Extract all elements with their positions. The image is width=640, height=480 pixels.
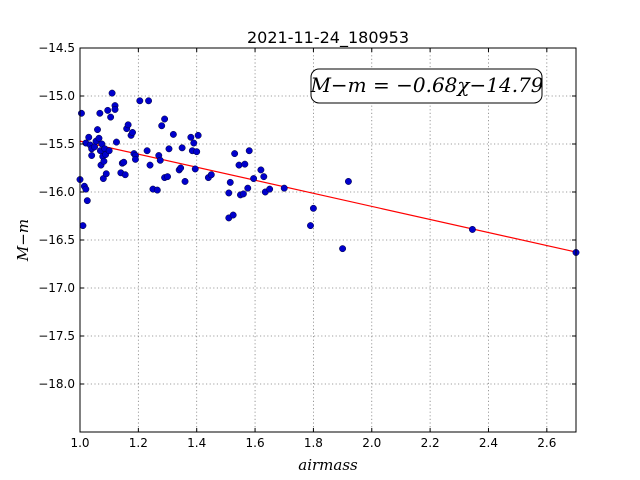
data-point <box>339 245 347 253</box>
data-point <box>79 222 87 230</box>
data-point <box>257 166 265 174</box>
data-point <box>165 145 173 153</box>
data-point <box>226 178 234 186</box>
data-point <box>207 171 215 179</box>
data-point <box>85 133 93 141</box>
data-point <box>235 161 243 169</box>
data-point <box>88 152 96 159</box>
data-point <box>153 186 161 194</box>
data-point <box>121 171 129 179</box>
data-point <box>250 175 258 183</box>
data-point <box>145 97 153 105</box>
data-point <box>161 115 169 123</box>
data-point <box>96 109 104 117</box>
data-point <box>225 189 233 197</box>
data-point <box>82 185 90 193</box>
annotation-box-border <box>310 68 543 104</box>
data-point <box>280 184 288 192</box>
x-tick-label: 1.6 <box>246 436 265 450</box>
data-point <box>266 185 274 193</box>
data-point <box>136 97 144 105</box>
data-point <box>108 89 116 97</box>
y-tick-label: −15.5 <box>38 137 75 151</box>
data-point <box>146 161 154 169</box>
data-point <box>131 155 139 163</box>
data-point <box>129 129 136 136</box>
x-tick-label: 1.8 <box>304 436 323 450</box>
data-point <box>100 157 108 165</box>
data-point <box>164 173 171 181</box>
data-point <box>239 190 247 198</box>
data-point <box>309 204 317 212</box>
data-point <box>78 109 85 117</box>
x-tick-label: 1.0 <box>70 436 89 450</box>
data-point <box>143 147 151 155</box>
data-point <box>83 197 91 205</box>
y-tick-label: −14.5 <box>38 41 75 55</box>
data-point <box>111 105 119 113</box>
data-point <box>113 138 120 146</box>
data-point <box>241 160 249 168</box>
data-point <box>260 173 268 181</box>
grid-layer <box>80 48 576 432</box>
data-point <box>190 139 198 147</box>
data-point <box>124 121 132 129</box>
data-point <box>177 164 185 172</box>
y-tick-label: −17.0 <box>38 281 75 295</box>
x-tick-label: 1.4 <box>187 436 206 450</box>
data-point <box>156 156 164 164</box>
data-point <box>468 225 476 233</box>
data-point <box>244 184 252 192</box>
data-point <box>344 177 352 185</box>
x-tick-label: 2.2 <box>421 436 440 450</box>
y-tick-label: −16.0 <box>38 185 75 199</box>
data-point <box>104 106 112 114</box>
fit-equation: M−m = −0.68χ−14.79 <box>309 73 543 97</box>
chart-title: 2021-11-24_180953 <box>247 28 409 48</box>
data-point <box>105 147 113 155</box>
data-point <box>231 150 239 158</box>
data-point <box>191 165 199 173</box>
y-axis-label: M−m <box>14 219 32 262</box>
data-point <box>194 131 202 139</box>
x-tick-label: 1.2 <box>129 436 148 450</box>
data-point <box>94 126 101 134</box>
x-tick-label: 2.4 <box>479 436 498 450</box>
data-point <box>91 143 99 151</box>
data-point <box>169 130 177 138</box>
data-point <box>187 133 195 141</box>
data-point <box>229 211 237 219</box>
data-point <box>307 222 314 230</box>
x-axis-label: airmass <box>298 456 358 474</box>
data-point <box>95 134 103 142</box>
y-tick-label: −16.5 <box>38 233 75 247</box>
y-tick-label: −15.0 <box>38 89 75 103</box>
data-point <box>178 144 186 152</box>
data-point <box>245 147 253 155</box>
ticks-layer: 1.0 1.2 1.4 1.6 1.8 2.0 2.2 2.4 2.6 −14.5 −15.0 −15… <box>38 41 576 450</box>
data-point <box>158 122 166 130</box>
data-point <box>181 177 189 185</box>
data-point <box>102 170 110 178</box>
data-point <box>193 148 201 156</box>
y-tick-label: −17.5 <box>38 329 75 343</box>
y-tick-label: −18.0 <box>38 377 75 391</box>
x-tick-label: 2.6 <box>537 436 556 450</box>
data-point <box>120 158 128 166</box>
annotation-box: M−m = −0.68χ−14.79 <box>309 68 544 104</box>
x-tick-label: 2.0 <box>362 436 381 450</box>
data-point <box>107 113 115 121</box>
